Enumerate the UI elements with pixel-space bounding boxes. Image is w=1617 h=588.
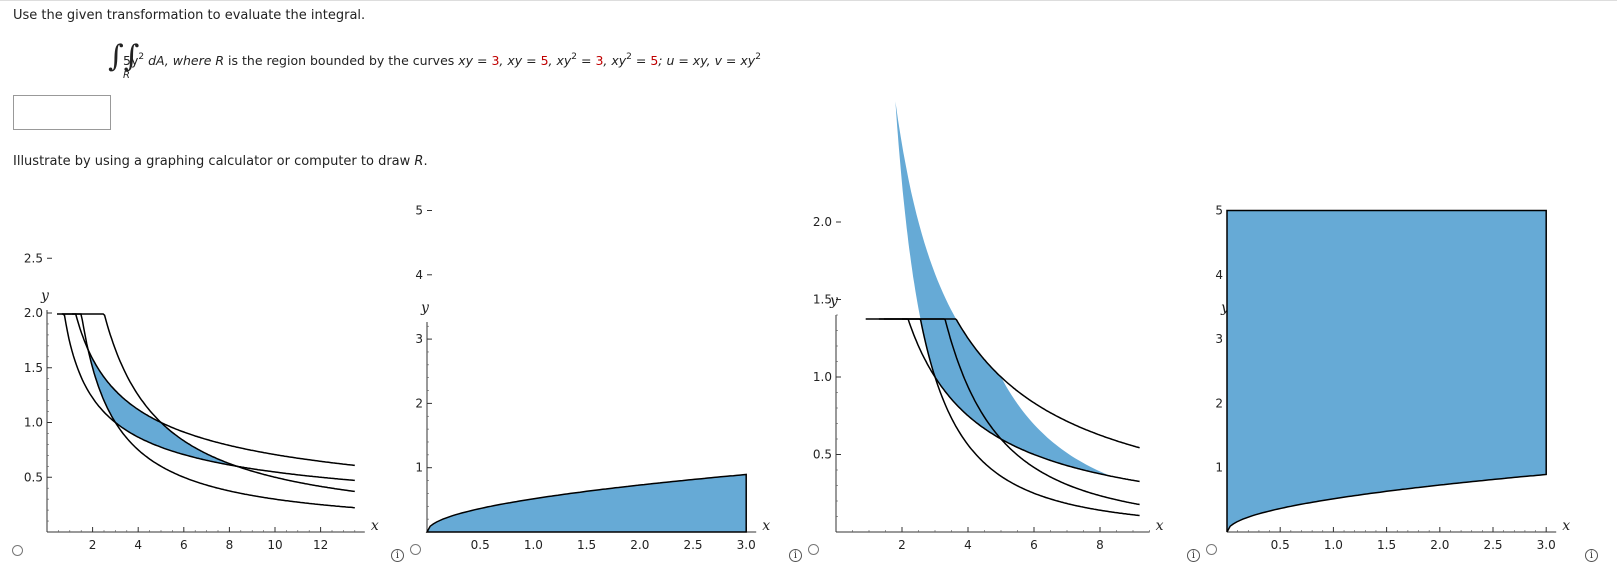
info-icon[interactable]: i xyxy=(1585,549,1598,562)
x-axis-label: x xyxy=(371,518,379,534)
y-axis-label: y xyxy=(40,288,50,304)
y-tick-label: 4 xyxy=(415,268,423,282)
radio-option-1[interactable] xyxy=(12,545,23,556)
question-prompt: Use the given transformation to evaluate… xyxy=(13,8,366,23)
x-tick-label: 1.0 xyxy=(524,538,543,552)
x-tick-label: 12 xyxy=(313,538,328,552)
x-tick-label: 0.5 xyxy=(471,538,490,552)
illustrate-instruction: Illustrate by using a graphing calculato… xyxy=(13,154,428,169)
y-axis-label: y xyxy=(1220,300,1230,316)
x-tick-label: 0.5 xyxy=(1271,538,1290,552)
x-tick-label: 8 xyxy=(226,538,234,552)
x-axis-label: x xyxy=(762,518,770,534)
y-tick-label: 2.0 xyxy=(24,306,43,320)
curve-xy2-3 xyxy=(57,313,355,482)
x-tick-label: 2 xyxy=(898,538,906,552)
y-tick-label: 3 xyxy=(1215,332,1223,346)
x-tick-label: 1.0 xyxy=(1324,538,1343,552)
radio-option-4[interactable] xyxy=(1206,544,1217,555)
x-tick-label: 3.0 xyxy=(737,538,756,552)
y-axis-label: y xyxy=(829,293,839,309)
x-tick-label: 2.5 xyxy=(683,538,702,552)
y-tick-label: 3 xyxy=(415,332,423,346)
curve-x2y-9 xyxy=(878,318,1140,517)
x-tick-label: 6 xyxy=(1030,538,1038,552)
y-tick-label: 0.5 xyxy=(813,448,832,462)
y-tick-label: 1.0 xyxy=(24,416,43,430)
x-tick-label: 1.5 xyxy=(577,538,596,552)
x-tick-label: 1.5 xyxy=(1377,538,1396,552)
y-axis-label: y xyxy=(420,300,430,316)
curve-xy-3 xyxy=(61,313,355,509)
y-tick-label: 5 xyxy=(415,204,423,218)
x-axis-label: x xyxy=(1562,518,1570,534)
radio-option-2[interactable] xyxy=(410,544,421,555)
x-tick-label: 10 xyxy=(267,538,282,552)
radio-option-3[interactable] xyxy=(808,544,819,555)
info-icon[interactable]: i xyxy=(1187,549,1200,562)
y-tick-label: 1.5 xyxy=(24,361,43,375)
x-tick-label: 4 xyxy=(964,538,972,552)
x-tick-label: 2.0 xyxy=(630,538,649,552)
y-tick-label: 1 xyxy=(1215,461,1223,475)
x-tick-label: 6 xyxy=(180,538,188,552)
double-integral-sign: ∫∫ xyxy=(108,39,140,74)
top-divider xyxy=(0,0,1617,1)
shaded-region xyxy=(1226,209,1547,533)
x-tick-label: 2.5 xyxy=(1483,538,1502,552)
y-tick-label: 2.5 xyxy=(24,251,43,265)
y-tick-label: 0.5 xyxy=(24,470,43,484)
integral-subscript: R xyxy=(123,70,130,81)
x-tick-label: 2 xyxy=(89,538,97,552)
shaded-region xyxy=(88,349,237,467)
answer-input[interactable] xyxy=(13,95,111,130)
x-tick-label: 3.0 xyxy=(1537,538,1556,552)
y-tick-label: 2.0 xyxy=(813,215,832,229)
integral-expression: 5y2 dA, where R is the region bounded by… xyxy=(123,52,761,68)
y-tick-label: 1 xyxy=(415,461,423,475)
y-tick-label: 4 xyxy=(1215,268,1223,282)
info-icon[interactable]: i xyxy=(391,549,404,562)
y-tick-label: 2 xyxy=(415,396,423,410)
x-tick-label: 8 xyxy=(1096,538,1104,552)
y-tick-label: 1.0 xyxy=(813,370,832,384)
info-icon[interactable]: i xyxy=(789,549,802,562)
shaded-region xyxy=(425,473,747,533)
x-tick-label: 2.0 xyxy=(1430,538,1449,552)
curve-xy2-5 xyxy=(62,313,355,467)
x-tick-label: 4 xyxy=(134,538,142,552)
curve-x2y-25 xyxy=(883,318,1140,506)
x-axis-label: x xyxy=(1156,518,1164,534)
y-tick-label: 1.5 xyxy=(813,293,832,307)
shaded-region xyxy=(895,101,1111,477)
curve-xy-5 xyxy=(72,313,355,493)
y-tick-label: 2 xyxy=(1215,396,1223,410)
y-tick-label: 5 xyxy=(1215,204,1223,218)
